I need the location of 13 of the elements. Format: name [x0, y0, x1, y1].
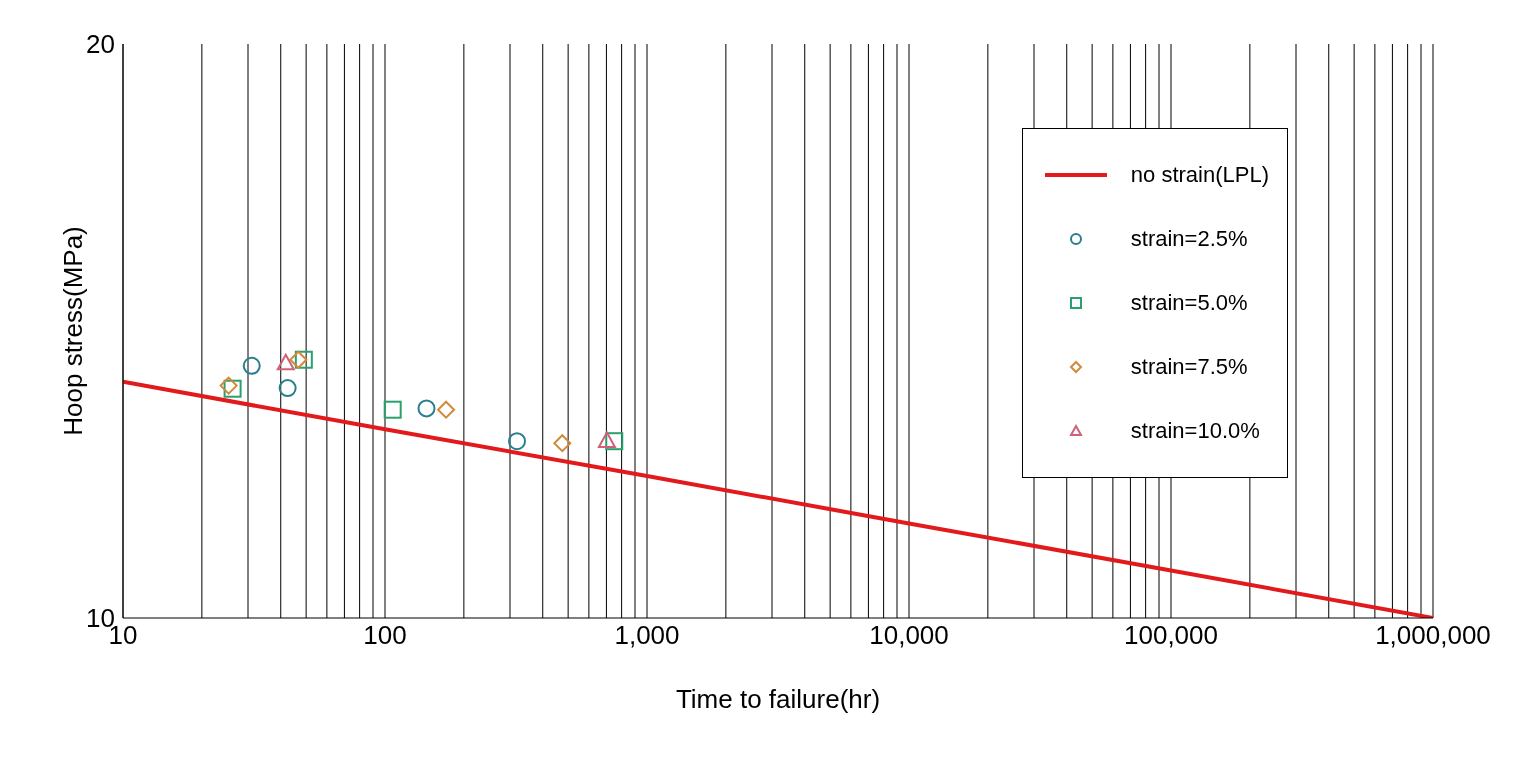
x-tick-label: 100,000	[1124, 620, 1218, 651]
x-tick-label: 100	[363, 620, 407, 651]
x-tick-label: 1,000	[614, 620, 680, 651]
legend-label: strain=7.5%	[1130, 354, 1248, 380]
x-tick-label: 1,000,000	[1375, 620, 1491, 651]
legend-label: strain=5.0%	[1130, 290, 1248, 316]
legend-label: strain=10.0%	[1130, 418, 1260, 444]
legend-label: no strain(LPL)	[1130, 162, 1269, 188]
y-tick-label: 20	[86, 29, 115, 60]
x-tick-label: 10,000	[869, 620, 949, 651]
x-axis-title: Time to failure(hr)	[675, 684, 881, 714]
legend-label: strain=2.5%	[1130, 226, 1248, 252]
y-axis-title: Hoop stress(MPa)	[58, 226, 89, 436]
